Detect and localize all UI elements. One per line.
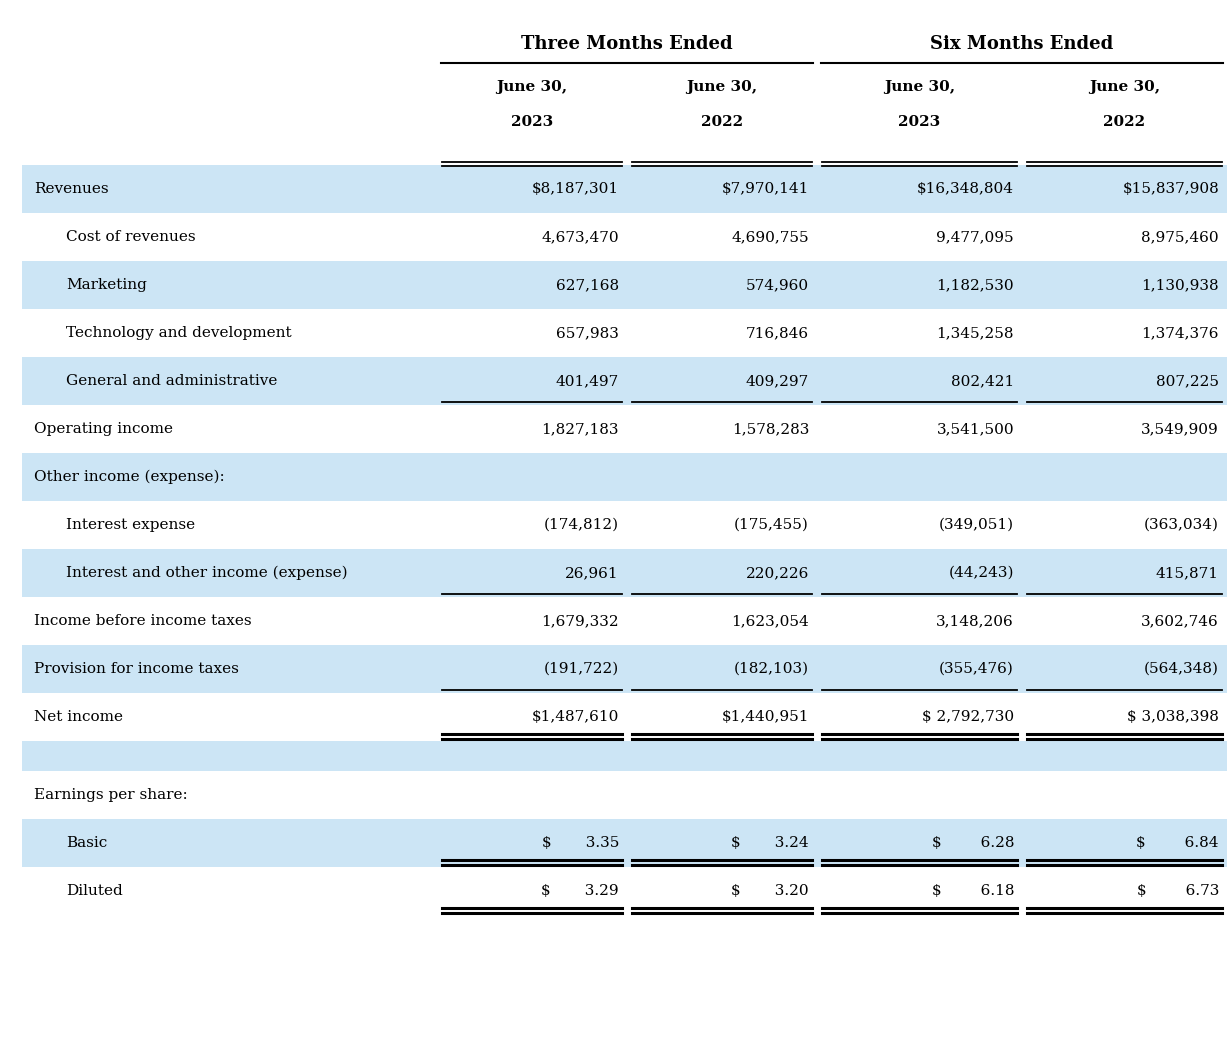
Text: 1,374,376: 1,374,376 — [1141, 326, 1219, 340]
Text: Diluted: Diluted — [66, 884, 123, 898]
Text: 1,623,054: 1,623,054 — [732, 614, 809, 628]
Text: 1,578,283: 1,578,283 — [732, 422, 809, 436]
Bar — [22, 213, 1228, 261]
Text: 1,182,530: 1,182,530 — [936, 278, 1014, 292]
Text: $ 2,792,730: $ 2,792,730 — [921, 710, 1014, 724]
Text: 3,549,909: 3,549,909 — [1141, 422, 1219, 436]
Text: $16,348,804: $16,348,804 — [918, 182, 1014, 196]
Text: (355,476): (355,476) — [940, 662, 1014, 676]
Text: Earnings per share:: Earnings per share: — [34, 788, 188, 802]
Text: 2022: 2022 — [701, 114, 743, 129]
Text: Six Months Ended: Six Months Ended — [930, 35, 1113, 53]
Text: $        6.28: $ 6.28 — [931, 836, 1014, 850]
Text: 401,497: 401,497 — [556, 374, 619, 388]
Text: Net income: Net income — [34, 710, 123, 724]
Text: Basic: Basic — [66, 836, 107, 850]
Text: 8,975,460: 8,975,460 — [1141, 230, 1219, 244]
Text: Other income (expense):: Other income (expense): — [34, 470, 225, 484]
Text: 409,297: 409,297 — [745, 374, 809, 388]
Bar — [22, 501, 1228, 549]
Text: $1,487,610: $1,487,610 — [531, 710, 619, 724]
Text: 1,679,332: 1,679,332 — [541, 614, 619, 628]
Text: June 30,: June 30, — [884, 80, 954, 94]
Text: 4,673,470: 4,673,470 — [541, 230, 619, 244]
Text: Interest expense: Interest expense — [66, 518, 196, 532]
Text: (191,722): (191,722) — [544, 662, 619, 676]
Text: 657,983: 657,983 — [556, 326, 619, 340]
Text: $7,970,141: $7,970,141 — [722, 182, 809, 196]
Text: 415,871: 415,871 — [1156, 566, 1219, 580]
Text: $        6.18: $ 6.18 — [931, 884, 1014, 898]
Bar — [22, 357, 1228, 405]
Text: 26,961: 26,961 — [566, 566, 619, 580]
Text: Income before income taxes: Income before income taxes — [34, 614, 252, 628]
Text: Technology and development: Technology and development — [66, 326, 292, 340]
Text: Operating income: Operating income — [34, 422, 173, 436]
Text: (363,034): (363,034) — [1144, 518, 1219, 532]
Text: (44,243): (44,243) — [948, 566, 1014, 580]
Text: 3,602,746: 3,602,746 — [1141, 614, 1219, 628]
Text: 1,827,183: 1,827,183 — [541, 422, 619, 436]
Text: 802,421: 802,421 — [951, 374, 1014, 388]
Text: (564,348): (564,348) — [1144, 662, 1219, 676]
Text: 574,960: 574,960 — [745, 278, 809, 292]
Bar — [22, 693, 1228, 741]
Text: $       3.35: $ 3.35 — [541, 836, 619, 850]
Text: 627,168: 627,168 — [556, 278, 619, 292]
Text: Provision for income taxes: Provision for income taxes — [34, 662, 239, 676]
Text: 9,477,095: 9,477,095 — [936, 230, 1014, 244]
Text: 1,345,258: 1,345,258 — [936, 326, 1014, 340]
Text: $15,837,908: $15,837,908 — [1122, 182, 1219, 196]
Text: 4,690,755: 4,690,755 — [732, 230, 809, 244]
Text: Interest and other income (expense): Interest and other income (expense) — [66, 566, 348, 580]
Text: (182,103): (182,103) — [734, 662, 809, 676]
Text: Three Months Ended: Three Months Ended — [522, 35, 733, 53]
Text: $        6.73: $ 6.73 — [1137, 884, 1219, 898]
Text: 716,846: 716,846 — [745, 326, 809, 340]
Bar — [22, 310, 1228, 357]
Text: 1,130,938: 1,130,938 — [1141, 278, 1219, 292]
Bar — [22, 644, 1228, 693]
Bar — [22, 549, 1228, 597]
Bar — [22, 261, 1228, 310]
Bar — [22, 165, 1228, 213]
Text: 2023: 2023 — [898, 114, 941, 129]
Bar — [22, 597, 1228, 644]
Text: $8,187,301: $8,187,301 — [531, 182, 619, 196]
Bar — [22, 819, 1228, 867]
Text: $       3.20: $ 3.20 — [732, 884, 809, 898]
Text: Marketing: Marketing — [66, 278, 146, 292]
Text: June 30,: June 30, — [1089, 80, 1160, 94]
Bar — [22, 453, 1228, 501]
Text: Cost of revenues: Cost of revenues — [66, 230, 196, 244]
Bar — [22, 405, 1228, 453]
Text: June 30,: June 30, — [686, 80, 758, 94]
Text: $       3.24: $ 3.24 — [732, 836, 809, 850]
Text: (349,051): (349,051) — [938, 518, 1014, 532]
Text: 220,226: 220,226 — [745, 566, 809, 580]
Text: $ 3,038,398: $ 3,038,398 — [1127, 710, 1219, 724]
Bar — [22, 741, 1228, 771]
Text: (175,455): (175,455) — [734, 518, 809, 532]
Text: Revenues: Revenues — [34, 182, 108, 196]
Text: (174,812): (174,812) — [544, 518, 619, 532]
Text: 2023: 2023 — [510, 114, 554, 129]
Text: 807,225: 807,225 — [1156, 374, 1219, 388]
Text: June 30,: June 30, — [497, 80, 567, 94]
Text: 3,148,206: 3,148,206 — [936, 614, 1014, 628]
Text: 3,541,500: 3,541,500 — [936, 422, 1014, 436]
Text: $        6.84: $ 6.84 — [1137, 836, 1219, 850]
Text: 2022: 2022 — [1103, 114, 1145, 129]
Text: $       3.29: $ 3.29 — [541, 884, 619, 898]
Text: $1,440,951: $1,440,951 — [722, 710, 809, 724]
Bar — [22, 771, 1228, 819]
Text: General and administrative: General and administrative — [66, 374, 278, 388]
Bar — [22, 867, 1228, 915]
